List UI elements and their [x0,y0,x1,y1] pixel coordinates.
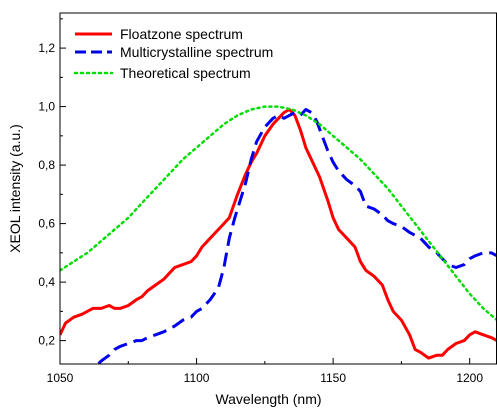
series-line-theoretical [60,105,497,322]
x-tick-label: 1200 [456,371,483,385]
y-tick-label: 1,0 [38,100,55,114]
y-axis-title: XEOL intensity (a.u.) [7,124,23,253]
x-tick-label: 1100 [184,371,210,385]
y-tick-label: 1,2 [38,41,55,55]
legend-label-floatzone: Floatzone spectrum [120,26,243,42]
y-tick-label: 0,4 [38,275,55,289]
y-tick-label: 0,2 [38,334,55,348]
x-tick-label: 1150 [320,371,346,385]
series-line-multicrystalline [96,108,497,364]
x-axis-title: Wavelength (nm) [215,391,321,407]
x-tick-label: 1050 [47,371,74,385]
legend-label-theoretical: Theoretical spectrum [120,65,251,81]
ticks-layer: 1050 1100 1150 1200 0,2 0,4 0,6 0,8 1,0 1,2 [38,18,483,385]
legend-label-multicrystalline: Multicrystalline spectrum [120,44,273,60]
series-layer [60,105,497,364]
legend: Floatzone spectrum Multicrystalline spec… [73,26,273,81]
y-tick-label: 0,8 [38,158,55,172]
series-line-floatzone [60,108,497,360]
y-tick-label: 0,6 [38,217,55,231]
